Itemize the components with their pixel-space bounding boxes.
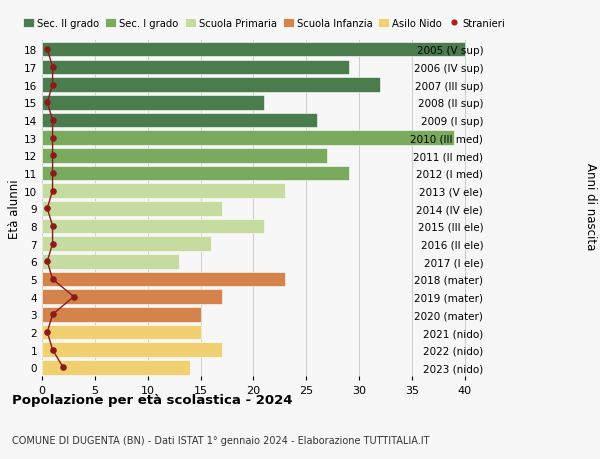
- Point: [43, 258, 52, 265]
- Bar: [42, 272, 285, 286]
- Y-axis label: Età alunni: Età alunni: [8, 179, 21, 239]
- Bar: [42, 255, 179, 269]
- Point: [48, 152, 58, 160]
- Bar: [42, 78, 380, 93]
- Bar: [42, 290, 222, 304]
- Bar: [42, 184, 285, 198]
- Point: [48, 346, 58, 353]
- Point: [48, 223, 58, 230]
- Point: [48, 117, 58, 124]
- Bar: [42, 61, 349, 75]
- Point: [58, 364, 68, 371]
- Point: [48, 134, 58, 142]
- Point: [48, 64, 58, 72]
- Point: [43, 46, 52, 54]
- Bar: [42, 113, 317, 128]
- Bar: [42, 343, 222, 357]
- Bar: [42, 237, 211, 252]
- Legend: Sec. II grado, Sec. I grado, Scuola Primaria, Scuola Infanzia, Asilo Nido, Stran: Sec. II grado, Sec. I grado, Scuola Prim…: [19, 15, 509, 33]
- Bar: [42, 202, 222, 216]
- Text: Popolazione per età scolastica - 2024: Popolazione per età scolastica - 2024: [12, 393, 293, 406]
- Point: [43, 329, 52, 336]
- Point: [43, 99, 52, 106]
- Bar: [42, 325, 200, 340]
- Point: [48, 170, 58, 177]
- Bar: [42, 308, 200, 322]
- Point: [48, 241, 58, 248]
- Bar: [42, 96, 264, 110]
- Point: [48, 276, 58, 283]
- Text: COMUNE DI DUGENTA (BN) - Dati ISTAT 1° gennaio 2024 - Elaborazione TUTTITALIA.IT: COMUNE DI DUGENTA (BN) - Dati ISTAT 1° g…: [12, 435, 430, 445]
- Point: [48, 188, 58, 195]
- Bar: [42, 149, 328, 163]
- Bar: [42, 166, 349, 181]
- Bar: [42, 219, 264, 234]
- Text: Anni di nascita: Anni di nascita: [584, 163, 597, 250]
- Bar: [42, 131, 454, 146]
- Point: [48, 311, 58, 319]
- Bar: [42, 360, 190, 375]
- Point: [69, 293, 79, 301]
- Bar: [42, 43, 465, 57]
- Point: [48, 82, 58, 89]
- Point: [43, 205, 52, 213]
